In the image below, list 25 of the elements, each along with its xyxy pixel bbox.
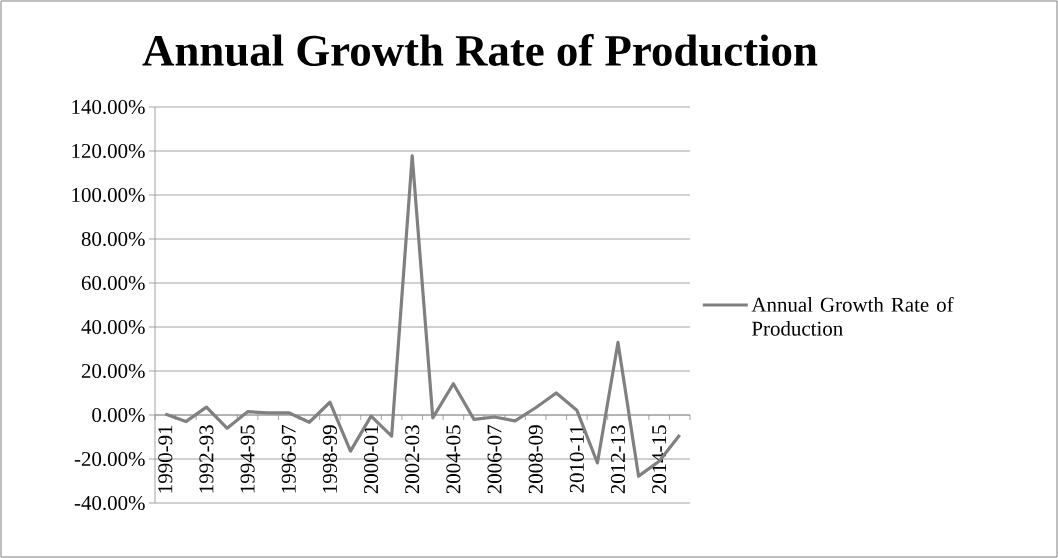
x-tick-label: 1994-95: [240, 425, 255, 493]
x-tick-label: 2010-11: [569, 425, 584, 493]
x-tick-label: 2008-09: [528, 425, 543, 494]
x-tick-label: 2002-03: [405, 425, 420, 494]
y-tick-label: 20.00%: [81, 363, 145, 379]
x-tick-label: 2012-13: [610, 425, 626, 494]
y-tick-label: 80.00%: [81, 231, 145, 247]
x-tick-label: 1990-91: [158, 425, 173, 493]
x-tick-label: 1996-97: [281, 425, 296, 493]
chart-title: Annual Growth Rate of Production: [142, 33, 818, 67]
y-tick-label: 60.00%: [81, 275, 145, 291]
x-tick-label: 2000-01: [364, 425, 379, 494]
y-tick-label: 140.00%: [72, 99, 145, 115]
y-tick-label: -20.00%: [74, 451, 145, 467]
x-tick-label: 2014-15: [652, 425, 667, 494]
y-tick-label: 120.00%: [72, 143, 145, 159]
y-tick-label: 100.00%: [72, 187, 145, 203]
legend-label: Annual Growth Rate of Production: [751, 296, 954, 336]
y-tick-label: 0.00%: [92, 407, 145, 423]
y-tick-label: -40.00%: [74, 495, 145, 511]
x-tick-label: 1998-99: [322, 425, 337, 493]
x-tick-label: 2006-07: [487, 425, 502, 494]
x-tick-label: 2004-05: [446, 425, 461, 494]
x-tick-label: 1992-93: [199, 425, 214, 493]
y-tick-label: 40.00%: [81, 319, 145, 335]
